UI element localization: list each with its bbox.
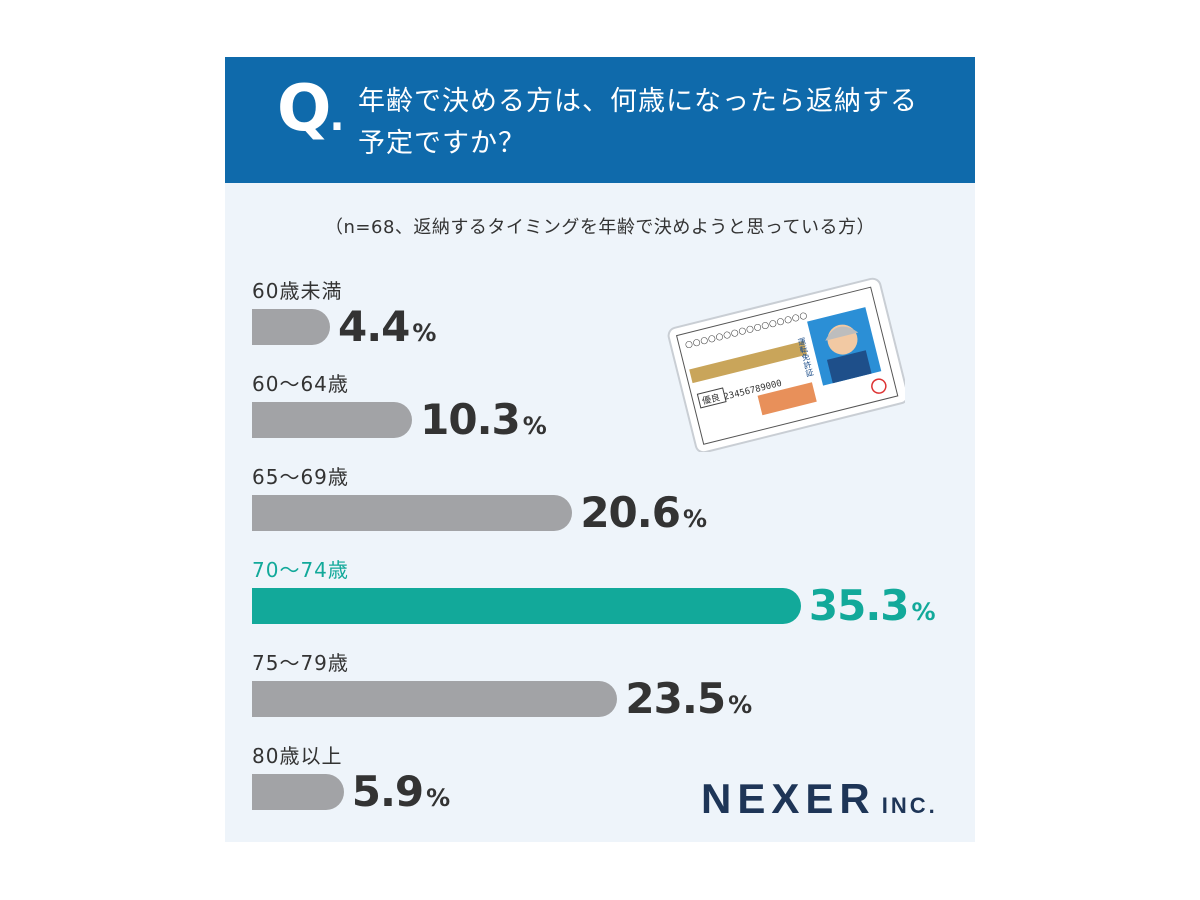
chart-card: Q. 年齢で決める方は、何歳になったら返納する 予定ですか？ （n=68、返納す…: [225, 57, 975, 842]
nexer-logo: NEXER INC.: [701, 775, 938, 823]
license-grid: [757, 382, 817, 416]
bar-category-label: 60歳未満: [252, 279, 343, 303]
bar-value-number: 35.3: [808, 581, 910, 630]
bar-value-number: 5.9: [351, 767, 424, 816]
bar: [252, 495, 573, 531]
bar-value-unit: %: [412, 319, 436, 347]
bar-category-label: 60～64歳: [252, 372, 349, 396]
bar-category-label: 70～74歳: [252, 558, 349, 582]
sample-note: （n=68、返納するタイミングを年齢で決めようと思っている方）: [325, 217, 875, 238]
bar-category-label: 80歳以上: [252, 744, 343, 768]
q-dot: .: [329, 94, 344, 140]
bar-value-number: 4.4: [338, 302, 410, 351]
bar-value-label: 5.9%: [352, 771, 450, 813]
bar-value-label: 10.3%: [420, 399, 547, 441]
bar-value-unit: %: [911, 598, 936, 626]
bar-value-number: 23.5: [625, 674, 726, 723]
bar: [252, 588, 801, 624]
bar-value-unit: %: [522, 412, 547, 440]
question-line-1: 年齢で決める方は、何歳になったら返納する: [358, 86, 918, 117]
bar-category-label: 75～79歳: [252, 651, 349, 675]
question-line-2: 予定ですか？: [358, 128, 526, 159]
bar: [252, 402, 413, 438]
logo-main: NEXER: [701, 775, 876, 822]
driver-license-illustration: ○○○○○○○○○○○○○○○○ 0123456789000 優良 運転免許証: [667, 277, 905, 452]
q-letter: Q: [277, 72, 331, 146]
bar: [252, 774, 344, 810]
bar-value-unit: %: [426, 784, 450, 812]
license-gold-band: [689, 341, 808, 384]
bar: [252, 681, 618, 717]
bar-value-unit: %: [728, 691, 752, 719]
license-inner-frame: [675, 286, 899, 445]
question-header: Q. 年齢で決める方は、何歳になったら返納する 予定ですか？: [225, 57, 975, 183]
license-stamp: [871, 378, 887, 394]
q-mark: Q.: [277, 77, 345, 141]
bar-value-number: 20.6: [580, 488, 681, 537]
bar-value-unit: %: [682, 505, 707, 533]
bar-value-label: 35.3%: [809, 585, 936, 627]
bar-value-label: 20.6%: [580, 492, 707, 534]
bar: [252, 309, 330, 345]
license-status-box: [696, 387, 727, 409]
logo-suffix: INC.: [881, 793, 938, 818]
question-text: 年齢で決める方は、何歳になったら返納する 予定ですか？: [358, 81, 958, 165]
bar-value-label: 23.5%: [625, 678, 752, 720]
bar-chart: 60歳未満 4.4% 60～64歳 10.3% 65～69歳 20.6% 70～74歳 35.…: [225, 57, 975, 842]
bar-value-label: 4.4%: [338, 306, 436, 348]
bar-value-number: 10.3: [420, 395, 521, 444]
bar-category-label: 65～69歳: [252, 465, 349, 489]
